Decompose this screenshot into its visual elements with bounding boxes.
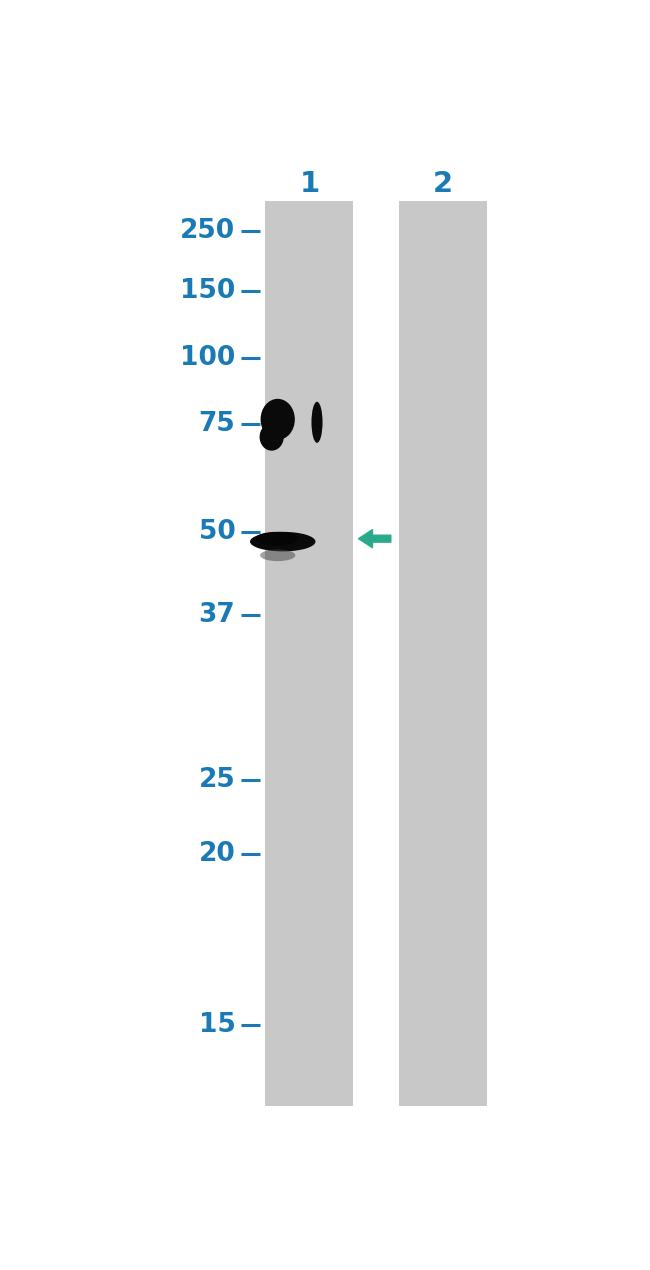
Text: 37: 37 [199, 602, 235, 627]
Text: 100: 100 [180, 344, 235, 371]
Text: 1: 1 [299, 170, 320, 198]
Ellipse shape [261, 399, 295, 439]
Text: 75: 75 [199, 411, 235, 437]
Ellipse shape [250, 532, 315, 551]
Bar [398, 202, 487, 1106]
Text: 50: 50 [199, 519, 235, 545]
Text: 250: 250 [180, 217, 235, 244]
Text: 2: 2 [433, 170, 453, 198]
Ellipse shape [255, 532, 298, 546]
Text: 25: 25 [199, 767, 235, 794]
Ellipse shape [311, 401, 322, 443]
Ellipse shape [259, 423, 284, 451]
Text: 15: 15 [198, 1012, 235, 1038]
Text: 150: 150 [180, 278, 235, 305]
Ellipse shape [260, 550, 295, 561]
Bar [265, 202, 354, 1106]
FancyArrowPatch shape [359, 530, 391, 547]
Text: 20: 20 [199, 841, 235, 866]
